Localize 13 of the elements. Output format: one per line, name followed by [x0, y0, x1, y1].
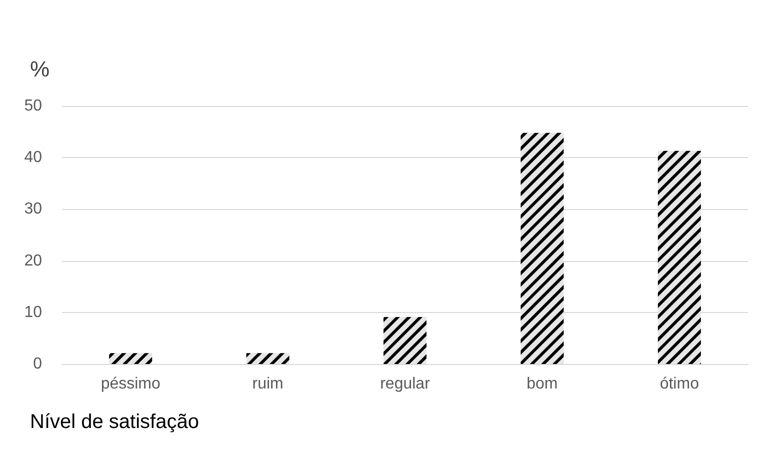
x-axis-title: Nível de satisfação	[30, 411, 199, 433]
x-tick-label: bom	[526, 376, 558, 392]
x-tick-label: ótimo	[660, 376, 700, 392]
y-tick-label: 40	[24, 149, 42, 166]
x-tick-label: péssimo	[100, 376, 160, 392]
y-tick-label: 50	[24, 98, 42, 114]
y-tick-label: 20	[24, 252, 42, 270]
y-tick-label: 30	[24, 200, 42, 218]
x-tick-label: ruim	[252, 376, 284, 392]
y-tick-label: 0	[33, 356, 42, 372]
y-tick-label: 10	[24, 304, 42, 321]
y-axis-title: %	[30, 56, 50, 82]
x-tick-label: regular	[380, 376, 431, 392]
